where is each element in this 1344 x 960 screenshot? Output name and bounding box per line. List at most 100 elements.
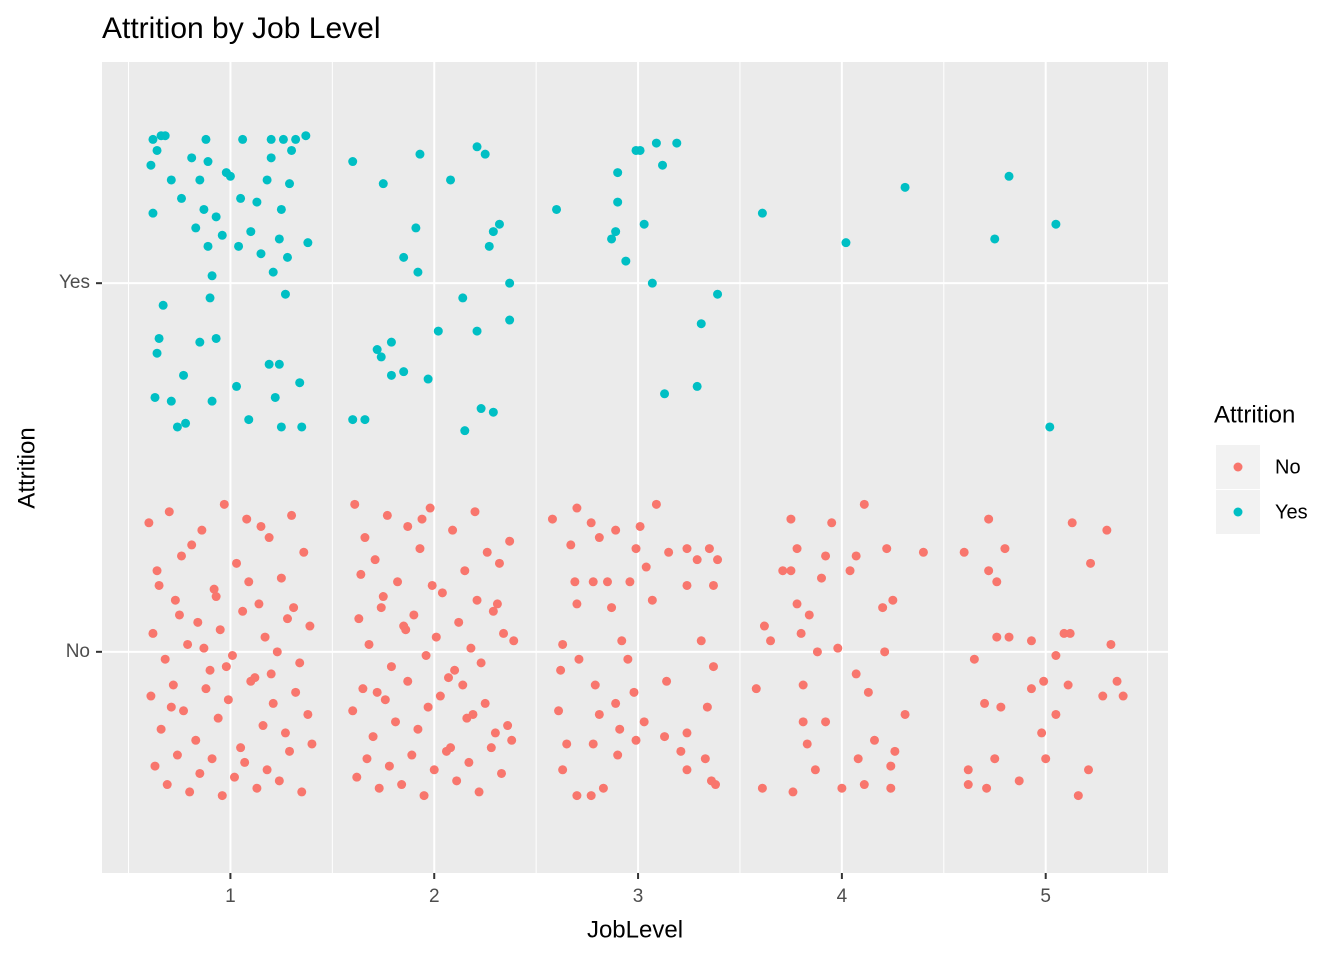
point	[880, 647, 890, 657]
point	[572, 791, 582, 801]
point	[496, 768, 506, 778]
point	[360, 415, 370, 425]
point	[166, 175, 176, 185]
point	[558, 765, 568, 775]
point	[160, 654, 170, 664]
point	[639, 219, 649, 229]
point	[211, 592, 221, 602]
point	[886, 761, 896, 771]
point	[213, 713, 223, 723]
point	[146, 160, 156, 170]
point	[148, 208, 158, 218]
point	[370, 555, 380, 565]
point	[863, 687, 873, 697]
point	[164, 507, 174, 517]
point	[613, 197, 623, 207]
point	[195, 768, 205, 778]
point	[431, 632, 441, 642]
point	[651, 499, 661, 509]
point	[276, 204, 286, 214]
point	[918, 547, 928, 557]
point	[574, 654, 584, 664]
point	[708, 580, 718, 590]
point	[572, 599, 582, 609]
point	[812, 647, 822, 657]
point	[751, 684, 761, 694]
point	[837, 783, 847, 793]
point	[254, 599, 264, 609]
point	[197, 525, 207, 535]
point	[590, 680, 600, 690]
point	[242, 514, 252, 524]
point	[185, 787, 195, 797]
point	[460, 426, 470, 436]
point	[845, 566, 855, 576]
point	[466, 643, 476, 653]
point	[303, 709, 313, 719]
point	[802, 739, 812, 749]
point	[266, 153, 276, 163]
point	[878, 603, 888, 613]
point	[1102, 525, 1112, 535]
point	[658, 160, 668, 170]
point	[262, 175, 272, 185]
point	[407, 750, 417, 760]
point	[348, 706, 358, 716]
y-axis-label: Attrition	[13, 427, 40, 508]
point	[490, 728, 500, 738]
point	[588, 739, 598, 749]
point	[289, 603, 299, 613]
point	[187, 540, 197, 550]
point	[409, 610, 419, 620]
point	[833, 643, 843, 653]
point	[827, 518, 837, 528]
point	[788, 787, 798, 797]
point	[859, 499, 869, 509]
point	[851, 551, 861, 561]
point	[816, 573, 826, 583]
point	[256, 521, 266, 531]
point	[613, 750, 623, 760]
point	[158, 300, 168, 310]
point	[631, 735, 641, 745]
panel	[102, 62, 1168, 873]
point	[301, 131, 311, 141]
point	[172, 750, 182, 760]
point	[611, 227, 621, 237]
x-tick-label: 5	[1040, 886, 1051, 907]
point	[470, 507, 480, 517]
legend-label: Yes	[1275, 501, 1308, 523]
point	[295, 658, 305, 668]
point	[146, 691, 156, 701]
point	[704, 544, 714, 554]
point	[348, 415, 358, 425]
point	[757, 783, 767, 793]
point	[252, 197, 262, 207]
point	[217, 791, 227, 801]
point	[505, 315, 515, 325]
point	[635, 145, 645, 155]
x-tick-label: 2	[429, 886, 440, 907]
point	[399, 367, 409, 377]
x-tick-label: 4	[837, 886, 848, 907]
point	[199, 643, 209, 653]
point	[786, 566, 796, 576]
point	[201, 134, 211, 144]
point	[191, 223, 201, 233]
point	[348, 157, 358, 167]
point	[441, 746, 451, 756]
point	[372, 345, 382, 355]
point	[268, 267, 278, 277]
point	[696, 319, 706, 329]
point	[617, 636, 627, 646]
point	[660, 389, 670, 399]
points	[144, 131, 1128, 801]
point	[882, 544, 892, 554]
point	[280, 728, 290, 738]
point	[358, 684, 368, 694]
chart-title: Attrition by Job Level	[102, 12, 380, 45]
point	[376, 352, 386, 362]
point	[474, 787, 484, 797]
point	[380, 695, 390, 705]
point	[588, 577, 598, 587]
